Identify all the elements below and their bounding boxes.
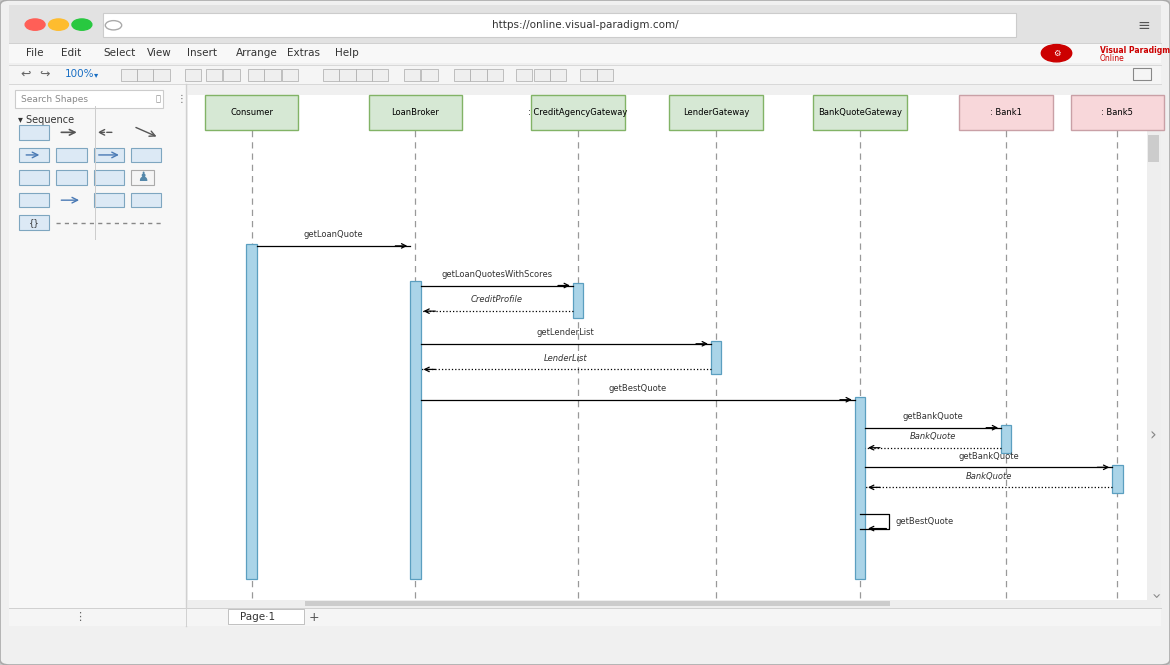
Bar: [454, 69, 470, 81]
Bar: [56, 170, 87, 185]
Text: ⋮: ⋮: [177, 94, 186, 104]
Circle shape: [1041, 45, 1072, 62]
Text: Visual Paradigm: Visual Paradigm: [1100, 46, 1170, 55]
Bar: [185, 69, 201, 81]
Bar: [223, 69, 240, 81]
FancyBboxPatch shape: [531, 95, 625, 130]
Text: getLoanQuote: getLoanQuote: [304, 230, 363, 239]
Text: ⚙: ⚙: [1053, 49, 1060, 58]
Text: LenderList: LenderList: [544, 354, 587, 363]
Bar: [15, 90, 163, 108]
Text: View: View: [147, 48, 172, 59]
Bar: [550, 69, 566, 81]
Text: ⋮: ⋮: [75, 612, 85, 622]
Bar: [94, 170, 124, 185]
Bar: [339, 69, 356, 81]
Bar: [9, 65, 1161, 84]
Bar: [131, 193, 161, 207]
Text: ›: ›: [1149, 426, 1156, 445]
Text: Edit: Edit: [61, 48, 81, 59]
Bar: [854, 398, 866, 579]
Text: Select: Select: [103, 48, 136, 59]
Text: https://online.visual-paradigm.com/: https://online.visual-paradigm.com/: [491, 20, 679, 31]
Bar: [580, 69, 597, 81]
Circle shape: [26, 19, 46, 30]
Text: ›: ›: [1147, 593, 1161, 599]
Bar: [711, 341, 721, 374]
Bar: [19, 193, 49, 207]
Bar: [228, 609, 304, 624]
Text: ≡: ≡: [1138, 18, 1150, 33]
Bar: [94, 193, 124, 207]
Bar: [305, 601, 890, 606]
Bar: [9, 5, 1161, 44]
FancyBboxPatch shape: [959, 95, 1053, 130]
Text: : CreditAgencyGateway: : CreditAgencyGateway: [529, 108, 627, 117]
Text: getBankQuote: getBankQuote: [958, 452, 1019, 461]
Text: Online: Online: [1100, 54, 1124, 63]
Bar: [121, 69, 137, 81]
Bar: [131, 170, 154, 185]
Circle shape: [73, 19, 91, 30]
Text: Help: Help: [335, 48, 358, 59]
FancyBboxPatch shape: [813, 95, 907, 130]
Bar: [404, 69, 420, 81]
Bar: [372, 69, 388, 81]
FancyBboxPatch shape: [1071, 95, 1164, 130]
Text: LenderGateway: LenderGateway: [683, 108, 749, 117]
Text: getBestQuote: getBestQuote: [608, 384, 667, 393]
Text: ▾: ▾: [94, 70, 98, 79]
Text: Insert: Insert: [187, 48, 218, 59]
Text: ▾ Sequence: ▾ Sequence: [18, 114, 74, 125]
Bar: [487, 69, 503, 81]
Text: getLoanQuotesWithScores: getLoanQuotesWithScores: [441, 270, 552, 279]
Bar: [516, 69, 532, 81]
Bar: [248, 69, 264, 81]
Bar: [19, 170, 49, 185]
Text: Search Shapes: Search Shapes: [21, 94, 88, 104]
Text: 🔍: 🔍: [156, 94, 160, 104]
Bar: [421, 69, 438, 81]
Text: BankQuoteGateway: BankQuoteGateway: [818, 108, 902, 117]
Bar: [9, 43, 1161, 63]
Bar: [19, 148, 49, 162]
Bar: [206, 69, 222, 81]
Bar: [131, 148, 161, 162]
Text: +: +: [308, 610, 319, 624]
Bar: [1112, 465, 1123, 493]
Bar: [9, 608, 1161, 626]
Text: Page·1: Page·1: [240, 612, 275, 622]
Bar: [188, 600, 1147, 608]
Text: ↩: ↩: [21, 68, 30, 81]
Bar: [246, 243, 257, 579]
Bar: [137, 69, 153, 81]
FancyBboxPatch shape: [205, 95, 298, 130]
Text: Extras: Extras: [287, 48, 319, 59]
Text: ↪: ↪: [40, 68, 49, 81]
Bar: [470, 69, 487, 81]
FancyBboxPatch shape: [669, 95, 763, 130]
Text: getLenderList: getLenderList: [537, 328, 594, 337]
Bar: [56, 148, 87, 162]
Bar: [1002, 426, 1011, 454]
Bar: [597, 69, 613, 81]
Bar: [534, 69, 550, 81]
Text: Consumer: Consumer: [230, 108, 273, 117]
Bar: [1147, 95, 1161, 608]
Bar: [9, 84, 186, 626]
Bar: [19, 215, 49, 230]
Text: 100%: 100%: [64, 69, 95, 80]
Text: getBankQuote: getBankQuote: [903, 412, 963, 421]
Text: getBestQuote: getBestQuote: [895, 517, 954, 526]
Text: {}: {}: [28, 218, 40, 227]
Bar: [188, 95, 1161, 608]
Text: ♟: ♟: [137, 171, 149, 184]
Bar: [356, 69, 372, 81]
Text: : Bank1: : Bank1: [990, 108, 1023, 117]
Bar: [282, 69, 298, 81]
Text: File: File: [26, 48, 43, 59]
Bar: [410, 281, 421, 579]
Text: : Bank5: : Bank5: [1101, 108, 1134, 117]
Bar: [264, 69, 281, 81]
